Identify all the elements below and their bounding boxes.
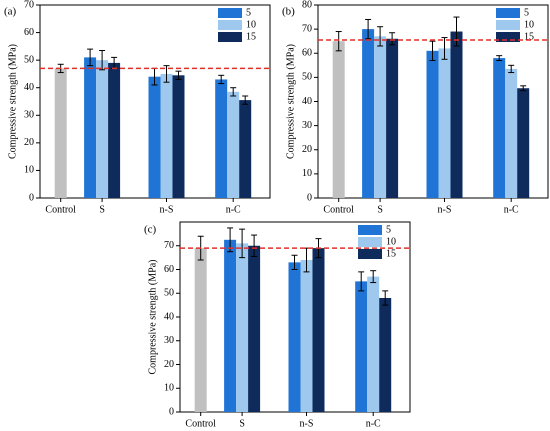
bar <box>300 260 313 412</box>
x-tick-label: Control <box>323 204 354 215</box>
y-tick-label: 70 <box>302 23 312 34</box>
x-tick-label: n-S <box>438 204 452 215</box>
legend-swatch <box>496 32 520 42</box>
bar <box>505 68 518 199</box>
bar <box>160 73 173 198</box>
bar <box>236 243 249 412</box>
y-tick-label: 50 <box>24 54 34 65</box>
y-tick-label: 40 <box>24 82 34 93</box>
legend-swatch <box>496 20 520 30</box>
bar <box>84 57 97 199</box>
control-bar <box>194 248 207 412</box>
bar <box>362 29 375 198</box>
y-axis-label: Compressive strength (MPa) <box>285 44 296 159</box>
y-tick-label: 70 <box>164 240 174 251</box>
x-tick-label: n-S <box>300 418 314 429</box>
y-tick-label: 20 <box>164 359 174 370</box>
x-tick-label: n-C <box>366 418 381 429</box>
y-tick-label: 10 <box>302 168 312 179</box>
bar <box>426 50 439 199</box>
bar <box>386 38 399 199</box>
y-tick-label: 60 <box>302 48 312 59</box>
bar <box>288 262 301 412</box>
y-tick-label: 10 <box>24 165 34 176</box>
legend-swatch <box>218 32 242 42</box>
bar <box>96 60 109 199</box>
y-tick-label: 70 <box>24 0 34 10</box>
legend-swatch <box>496 8 520 18</box>
legend-swatch <box>218 8 242 18</box>
legend-label: 5 <box>386 224 391 235</box>
legend-swatch <box>358 249 382 259</box>
legend-swatch <box>358 225 382 235</box>
legend-label: 5 <box>524 7 529 18</box>
bar <box>367 276 380 412</box>
bar <box>438 48 451 198</box>
control-bar <box>332 41 345 198</box>
bar <box>379 298 392 412</box>
bar <box>517 88 530 198</box>
y-tick-label: 10 <box>164 383 174 394</box>
y-axis-label: Compressive strength (MPa) <box>7 44 18 159</box>
y-tick-label: 50 <box>302 72 312 83</box>
legend-swatch <box>218 20 242 30</box>
control-bar <box>54 68 67 199</box>
y-tick-label: 60 <box>164 264 174 275</box>
y-tick-label: 50 <box>164 288 174 299</box>
legend-label: 10 <box>386 236 396 247</box>
legend-label: 10 <box>524 19 534 30</box>
legend-label: 15 <box>386 248 396 259</box>
x-tick-label: Control <box>185 418 216 429</box>
y-tick-label: 0 <box>307 192 312 203</box>
y-tick-label: 0 <box>29 192 34 203</box>
bar <box>355 281 368 412</box>
legend-label: 10 <box>246 19 256 30</box>
bar <box>374 36 387 198</box>
x-tick-label: S <box>239 418 245 429</box>
x-tick-label: n-S <box>160 204 174 215</box>
legend-label: 5 <box>246 7 251 18</box>
y-tick-label: 20 <box>302 144 312 155</box>
legend-label: 15 <box>524 31 534 42</box>
x-tick-label: n-C <box>226 204 241 215</box>
y-tick-label: 40 <box>164 311 174 322</box>
bar <box>108 62 121 199</box>
x-tick-label: S <box>99 204 105 215</box>
bar <box>493 58 506 199</box>
y-tick-label: 20 <box>24 137 34 148</box>
y-tick-label: 30 <box>164 335 174 346</box>
legend-swatch <box>358 237 382 247</box>
bar <box>312 248 325 412</box>
legend-label: 15 <box>246 31 256 42</box>
bar <box>239 100 252 198</box>
y-tick-label: 60 <box>24 27 34 38</box>
y-tick-label: 0 <box>169 406 174 417</box>
x-tick-label: n-C <box>504 204 519 215</box>
panel-label: (a) <box>4 6 17 18</box>
bar <box>227 91 240 198</box>
y-tick-label: 40 <box>302 96 312 107</box>
bar <box>224 239 237 412</box>
bar <box>148 76 161 198</box>
x-tick-label: S <box>377 204 383 215</box>
y-tick-label: 30 <box>24 110 34 121</box>
bar <box>248 245 261 412</box>
bar <box>172 75 185 198</box>
y-tick-label: 80 <box>302 0 312 10</box>
x-tick-label: Control <box>45 204 76 215</box>
y-axis-label: Compressive strength (MPa) <box>147 260 158 375</box>
panel-label: (c) <box>144 224 157 236</box>
bar <box>215 79 228 198</box>
panel-label: (b) <box>282 6 295 18</box>
bar <box>450 31 463 198</box>
y-tick-label: 30 <box>302 120 312 131</box>
